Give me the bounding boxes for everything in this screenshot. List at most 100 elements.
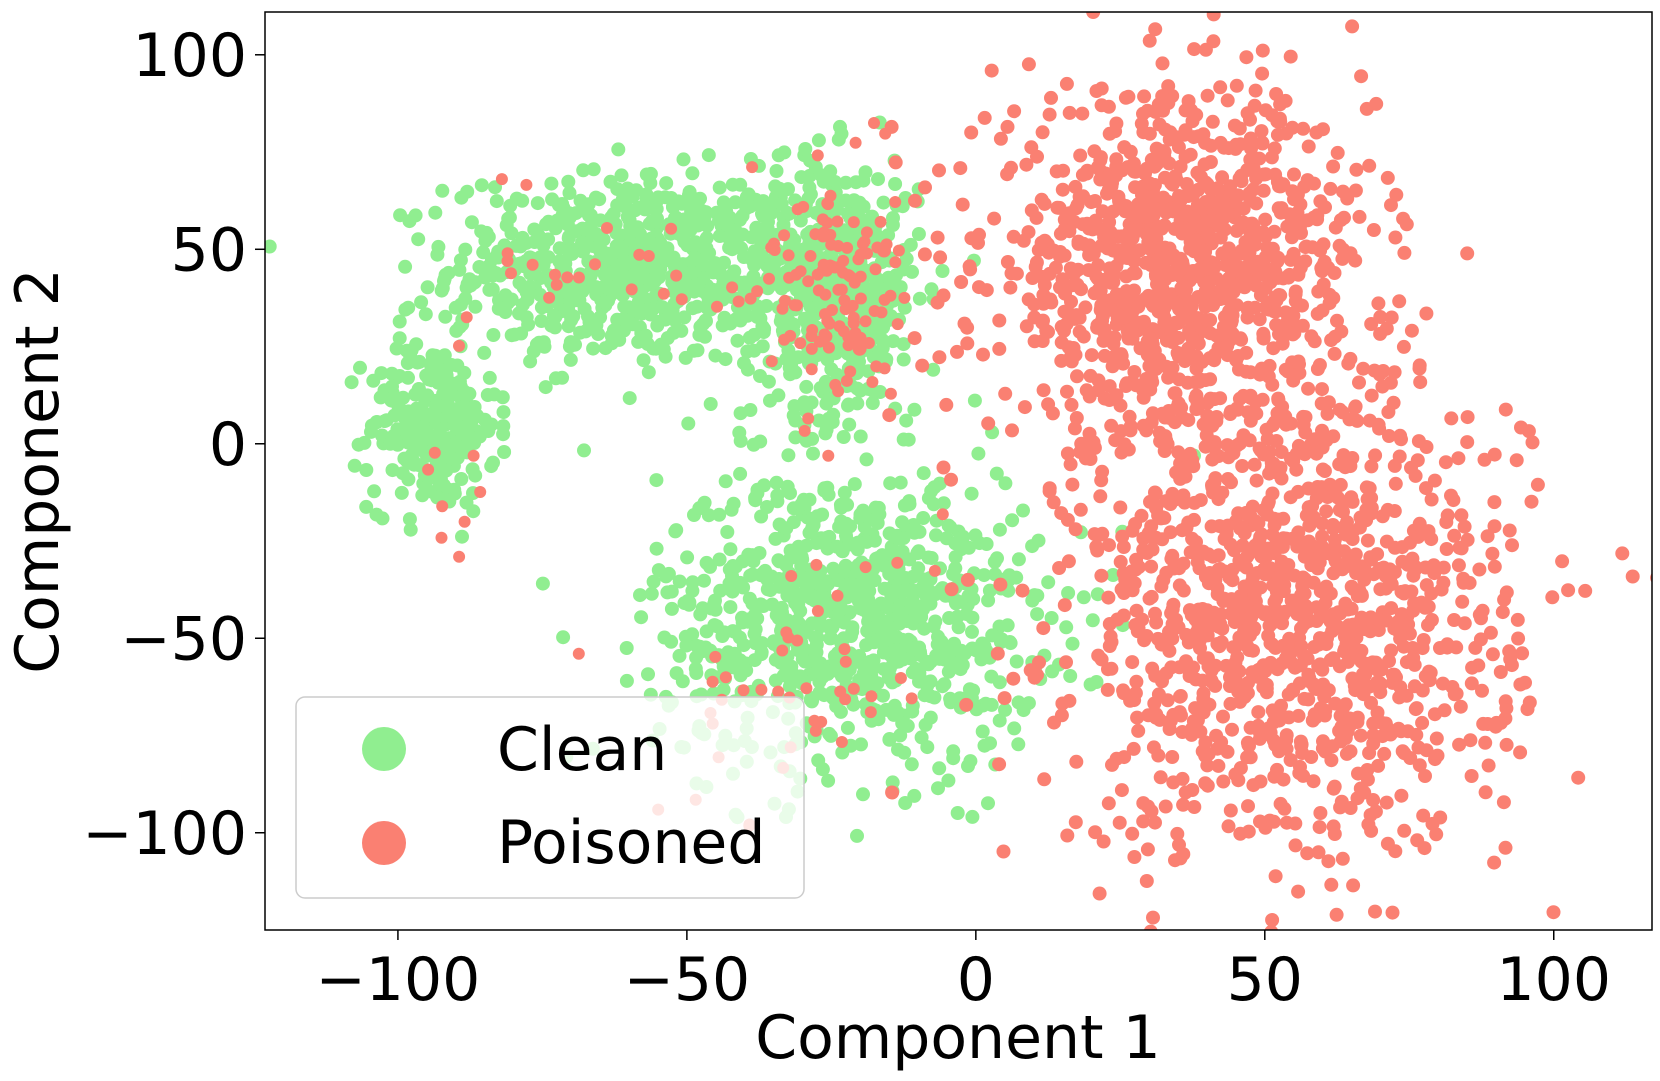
point-poisoned bbox=[811, 149, 824, 162]
x-tick-label: −50 bbox=[624, 945, 751, 1015]
point-poisoned bbox=[1062, 693, 1077, 708]
point-poisoned bbox=[1029, 210, 1044, 225]
point-clean bbox=[845, 624, 860, 639]
point-poisoned bbox=[822, 341, 835, 354]
point-poisoned bbox=[1073, 502, 1088, 517]
point-poisoned bbox=[1202, 194, 1217, 209]
point-poisoned bbox=[1422, 673, 1437, 688]
point-poisoned bbox=[1266, 814, 1281, 829]
point-poisoned bbox=[1371, 417, 1386, 432]
point-clean bbox=[733, 313, 748, 328]
point-poisoned bbox=[1297, 617, 1312, 631]
point-clean bbox=[523, 354, 538, 369]
point-poisoned bbox=[1326, 651, 1341, 666]
point-clean bbox=[904, 757, 919, 772]
point-clean bbox=[903, 237, 918, 252]
point-poisoned bbox=[1166, 204, 1181, 219]
point-poisoned bbox=[1332, 724, 1347, 738]
point-poisoned bbox=[1308, 710, 1323, 725]
point-poisoned bbox=[1248, 237, 1263, 252]
point-poisoned bbox=[1460, 246, 1475, 261]
point-clean bbox=[699, 624, 714, 639]
point-poisoned bbox=[1251, 705, 1266, 720]
point-clean bbox=[418, 307, 433, 322]
point-poisoned bbox=[1281, 654, 1296, 669]
point-poisoned bbox=[847, 682, 860, 695]
point-poisoned bbox=[1253, 774, 1268, 789]
point-poisoned bbox=[1252, 367, 1267, 382]
point-poisoned bbox=[816, 213, 829, 226]
point-clean bbox=[949, 596, 963, 611]
point-poisoned bbox=[1218, 258, 1233, 273]
point-clean bbox=[464, 215, 479, 230]
point-poisoned bbox=[1118, 379, 1133, 393]
point-poisoned bbox=[1142, 33, 1157, 48]
point-poisoned bbox=[1186, 210, 1201, 225]
point-poisoned bbox=[1060, 512, 1075, 527]
point-poisoned bbox=[1156, 190, 1171, 205]
point-clean bbox=[485, 282, 500, 297]
point-poisoned bbox=[1418, 560, 1433, 575]
point-poisoned bbox=[1289, 462, 1304, 477]
point-clean bbox=[401, 472, 416, 487]
point-poisoned bbox=[1509, 453, 1524, 468]
point-poisoned bbox=[917, 247, 932, 262]
point-poisoned bbox=[1181, 413, 1196, 428]
point-poisoned bbox=[1518, 675, 1532, 690]
point-poisoned bbox=[1036, 383, 1051, 398]
point-clean bbox=[799, 433, 814, 448]
point-poisoned bbox=[790, 268, 803, 281]
point-clean bbox=[431, 239, 446, 254]
point-poisoned bbox=[1213, 617, 1228, 631]
point-clean bbox=[869, 227, 884, 242]
point-poisoned bbox=[1052, 561, 1067, 575]
point-poisoned bbox=[1496, 795, 1511, 810]
point-poisoned bbox=[1393, 631, 1408, 646]
point-poisoned bbox=[1006, 229, 1021, 244]
point-clean bbox=[985, 628, 1000, 643]
point-clean bbox=[849, 175, 863, 190]
point-poisoned bbox=[817, 230, 829, 243]
point-clean bbox=[802, 180, 817, 195]
point-poisoned bbox=[1265, 486, 1280, 501]
point-clean bbox=[597, 295, 612, 310]
point-poisoned bbox=[1508, 931, 1522, 945]
point-poisoned bbox=[1141, 529, 1156, 544]
point-poisoned bbox=[1380, 170, 1395, 185]
point-poisoned bbox=[1392, 690, 1407, 705]
point-clean bbox=[435, 183, 450, 198]
point-poisoned bbox=[997, 691, 1012, 706]
point-clean bbox=[649, 541, 664, 556]
point-poisoned bbox=[1000, 167, 1015, 182]
point-poisoned bbox=[837, 325, 850, 338]
point-poisoned bbox=[520, 178, 533, 191]
point-clean bbox=[798, 654, 812, 669]
point-poisoned bbox=[1108, 433, 1123, 448]
point-clean bbox=[641, 365, 656, 380]
point-poisoned bbox=[1524, 494, 1539, 509]
point-poisoned bbox=[1161, 79, 1176, 94]
point-clean bbox=[651, 190, 666, 205]
point-poisoned bbox=[1495, 605, 1510, 620]
legend-frame bbox=[295, 696, 805, 899]
point-poisoned bbox=[1252, 312, 1267, 327]
point-clean bbox=[544, 176, 559, 191]
point-poisoned bbox=[1416, 633, 1431, 647]
point-poisoned bbox=[1371, 296, 1386, 311]
point-poisoned bbox=[992, 341, 1007, 356]
point-poisoned bbox=[1249, 473, 1264, 488]
point-clean bbox=[722, 657, 737, 672]
point-clean bbox=[818, 575, 833, 590]
point-clean bbox=[534, 314, 549, 328]
point-poisoned bbox=[1167, 612, 1182, 627]
point-poisoned bbox=[1370, 675, 1384, 690]
point-poisoned bbox=[1211, 758, 1226, 773]
point-poisoned bbox=[1270, 127, 1285, 142]
point-clean bbox=[712, 507, 727, 522]
point-poisoned bbox=[1048, 260, 1063, 275]
point-poisoned bbox=[1321, 854, 1336, 869]
point-poisoned bbox=[1472, 562, 1487, 577]
point-poisoned bbox=[1320, 406, 1335, 421]
point-poisoned bbox=[832, 385, 845, 398]
point-poisoned bbox=[1061, 554, 1076, 569]
